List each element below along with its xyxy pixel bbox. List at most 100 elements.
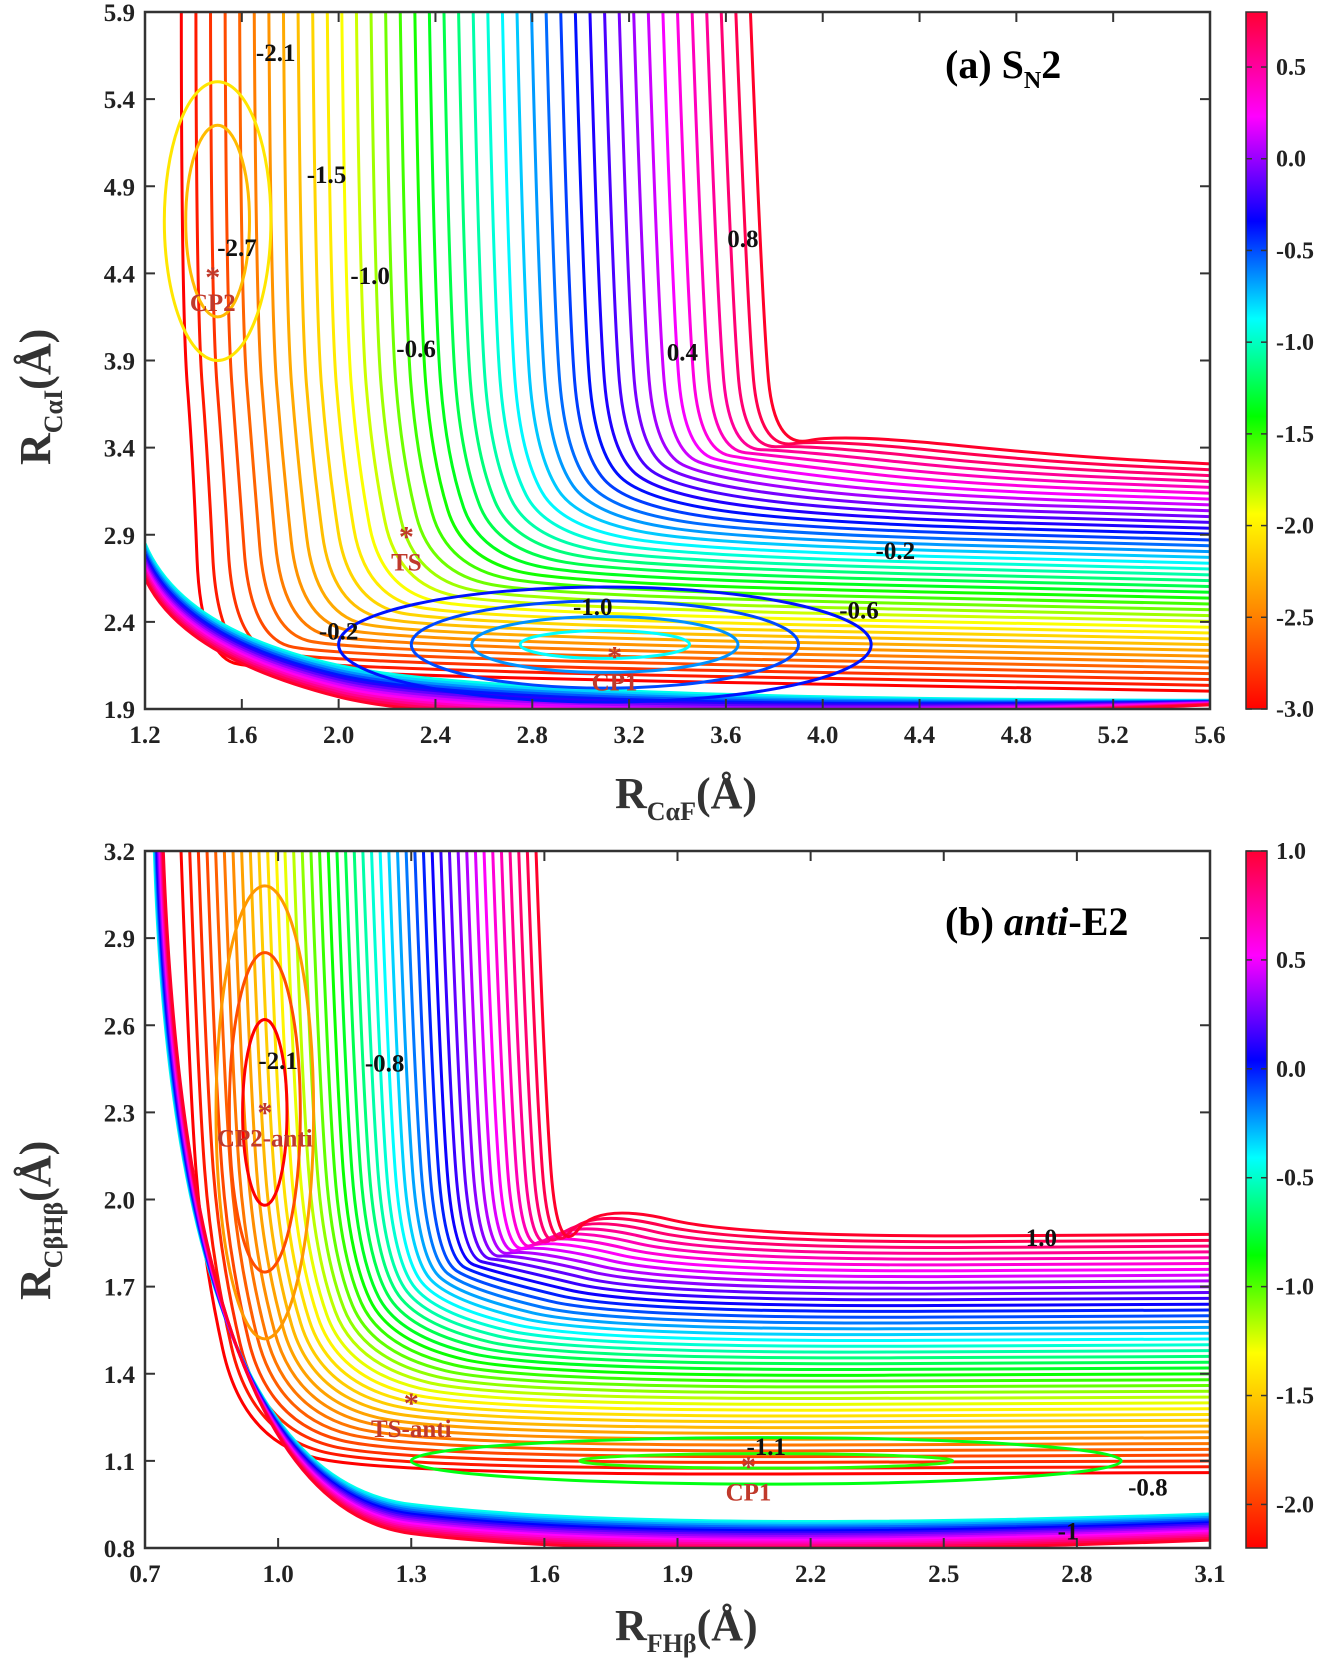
contour-label: -2.1 xyxy=(258,1048,298,1075)
x-tick-label: 5.6 xyxy=(1194,722,1225,749)
contour-line xyxy=(387,851,1210,1337)
stationary-point-marker: * xyxy=(741,1451,756,1484)
panel-a-contour-labels: 0.8 0.4 -0.2 -0.6 -1.0 -0.2 -0.6 -1.0 -1.5 -2.1 -2… xyxy=(217,40,915,646)
contour-line xyxy=(457,12,1210,583)
stationary-point-marker: * xyxy=(404,1387,419,1420)
contour-line xyxy=(318,851,1210,1383)
contour-line xyxy=(296,12,1210,647)
colorbar-tick-label: -2.0 xyxy=(1276,1492,1314,1518)
contour-line xyxy=(241,1017,289,1207)
panel-b-colorbar-ticks: 1.0 0.5 0.0 -0.5 -1.0 -1.5 -2.0 xyxy=(1246,839,1314,1518)
contour-label: 1.0 xyxy=(1026,1225,1057,1252)
contour-line xyxy=(465,851,1210,1284)
x-tick-label: 1.3 xyxy=(396,1561,427,1588)
x-tick-label: 0.7 xyxy=(129,1561,160,1588)
x-tick-label: 2.5 xyxy=(928,1561,959,1588)
contour-label: -0.2 xyxy=(876,538,916,565)
colorbar-tick-label: -2.5 xyxy=(1276,605,1314,631)
contour-line xyxy=(486,12,1210,571)
x-tick-label: 2.0 xyxy=(323,722,354,749)
contour-line xyxy=(145,574,1210,709)
panel-b-contour-labels: 1.0 -1.1 -0.8 -1 -2.1 -0.8 xyxy=(258,1048,1167,1545)
y-tick-label: 2.0 xyxy=(104,1188,135,1215)
contour-line xyxy=(222,851,1210,1447)
contour-line xyxy=(370,851,1210,1348)
contour-line xyxy=(398,12,1210,606)
contour-label: -1.5 xyxy=(307,162,347,189)
contour-line xyxy=(442,12,1210,588)
contour-line xyxy=(404,851,1210,1325)
contour-line xyxy=(617,12,1210,519)
x-tick-label: 4.0 xyxy=(807,722,838,749)
y-tick-label: 4.4 xyxy=(104,261,136,288)
x-tick-label: 1.2 xyxy=(129,722,160,749)
colorbar-tick-label: -3.0 xyxy=(1276,697,1314,723)
contour-line xyxy=(517,851,1210,1250)
contour-line xyxy=(482,851,1210,1273)
stationary-point-label: CP2-anti xyxy=(217,1125,313,1152)
panel-b-colorbar xyxy=(1245,850,1268,1549)
x-tick-label: 3.2 xyxy=(613,722,644,749)
contour-line xyxy=(456,851,1210,1290)
contour-line xyxy=(281,12,1210,652)
x-tick-label: 3.1 xyxy=(1194,1561,1225,1588)
colorbar-tick-label: 0.0 xyxy=(1276,147,1306,173)
contour-line xyxy=(470,615,740,674)
contour-line xyxy=(326,851,1210,1377)
panel-a-title: (a) SN2 xyxy=(945,42,1061,94)
contour-label: -2.1 xyxy=(256,40,296,67)
x-tick-label: 1.6 xyxy=(226,722,257,749)
contour-label: -1.0 xyxy=(573,594,613,621)
panel-a-points: *CP2*TS*CP1 xyxy=(190,261,638,697)
panel-a-colorbar xyxy=(1245,11,1268,710)
contour-line xyxy=(447,851,1210,1296)
stationary-point-label: CP1 xyxy=(592,670,638,697)
contour-line xyxy=(676,12,1210,495)
contour-line xyxy=(257,851,1210,1424)
contour-line xyxy=(430,851,1210,1308)
x-tick-label: 1.6 xyxy=(529,1561,560,1588)
x-tick-label: 5.2 xyxy=(1098,722,1129,749)
panel-b-x-label: RFHβ(Å) xyxy=(615,1601,758,1658)
contour-label: -1.0 xyxy=(350,263,390,290)
contour-line xyxy=(409,599,800,690)
y-tick-label: 3.9 xyxy=(104,349,135,376)
y-tick-label: 0.8 xyxy=(104,1536,135,1563)
x-tick-label: 2.2 xyxy=(795,1561,826,1588)
colorbar-tick-label: -0.5 xyxy=(1276,1166,1314,1192)
contour-line xyxy=(500,12,1210,565)
contour-line xyxy=(311,12,1210,641)
panel-b-points: *CP2-anti*TS-anti*CP1 xyxy=(217,1096,772,1506)
contour-line xyxy=(427,12,1210,594)
stationary-point-marker: * xyxy=(257,1096,272,1129)
stationary-point-marker: * xyxy=(205,261,220,294)
contour-line xyxy=(632,12,1210,513)
contour-line xyxy=(292,851,1210,1401)
colorbar-tick-label: -1.0 xyxy=(1276,330,1314,356)
panel-a-ticks: 1.2 1.6 2.0 2.4 2.8 3.2 3.6 4.0 4.4 4.8 5.2 5.6 1.9 2… xyxy=(104,0,1226,749)
contour-line xyxy=(471,12,1210,577)
x-tick-label: 4.4 xyxy=(904,722,936,749)
contour-line xyxy=(573,12,1210,536)
contour-label: -0.2 xyxy=(319,618,359,645)
y-tick-label: 2.9 xyxy=(104,926,135,953)
contour-line xyxy=(421,851,1210,1313)
contour-line xyxy=(534,851,1210,1239)
y-tick-label: 4.9 xyxy=(104,174,135,201)
contour-line xyxy=(473,851,1210,1279)
contour-line xyxy=(337,585,873,704)
contour-line xyxy=(734,12,1210,472)
contour-label: -0.8 xyxy=(1128,1475,1168,1502)
y-tick-label: 2.4 xyxy=(104,610,136,637)
y-tick-label: 2.9 xyxy=(104,523,135,550)
contour-line xyxy=(344,851,1210,1366)
x-tick-label: 1.9 xyxy=(662,1561,693,1588)
panel-a-contours xyxy=(145,12,1210,709)
y-tick-label: 1.1 xyxy=(104,1449,135,1476)
contour-line xyxy=(145,569,1210,709)
contour-line xyxy=(227,951,302,1274)
x-tick-label: 2.4 xyxy=(420,722,452,749)
colorbar-tick-label: 0.0 xyxy=(1276,1057,1306,1083)
contour-line xyxy=(283,851,1210,1406)
